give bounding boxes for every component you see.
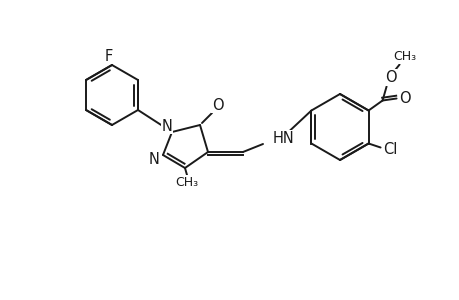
Text: O: O [398, 91, 409, 106]
Text: CH₃: CH₃ [392, 50, 415, 63]
Text: CH₃: CH₃ [175, 176, 198, 188]
Text: O: O [212, 98, 224, 112]
Text: O: O [384, 70, 396, 85]
Text: N: N [161, 118, 172, 134]
Text: F: F [105, 49, 113, 64]
Text: HN: HN [272, 130, 294, 146]
Text: N: N [148, 152, 159, 166]
Text: Cl: Cl [382, 142, 397, 157]
